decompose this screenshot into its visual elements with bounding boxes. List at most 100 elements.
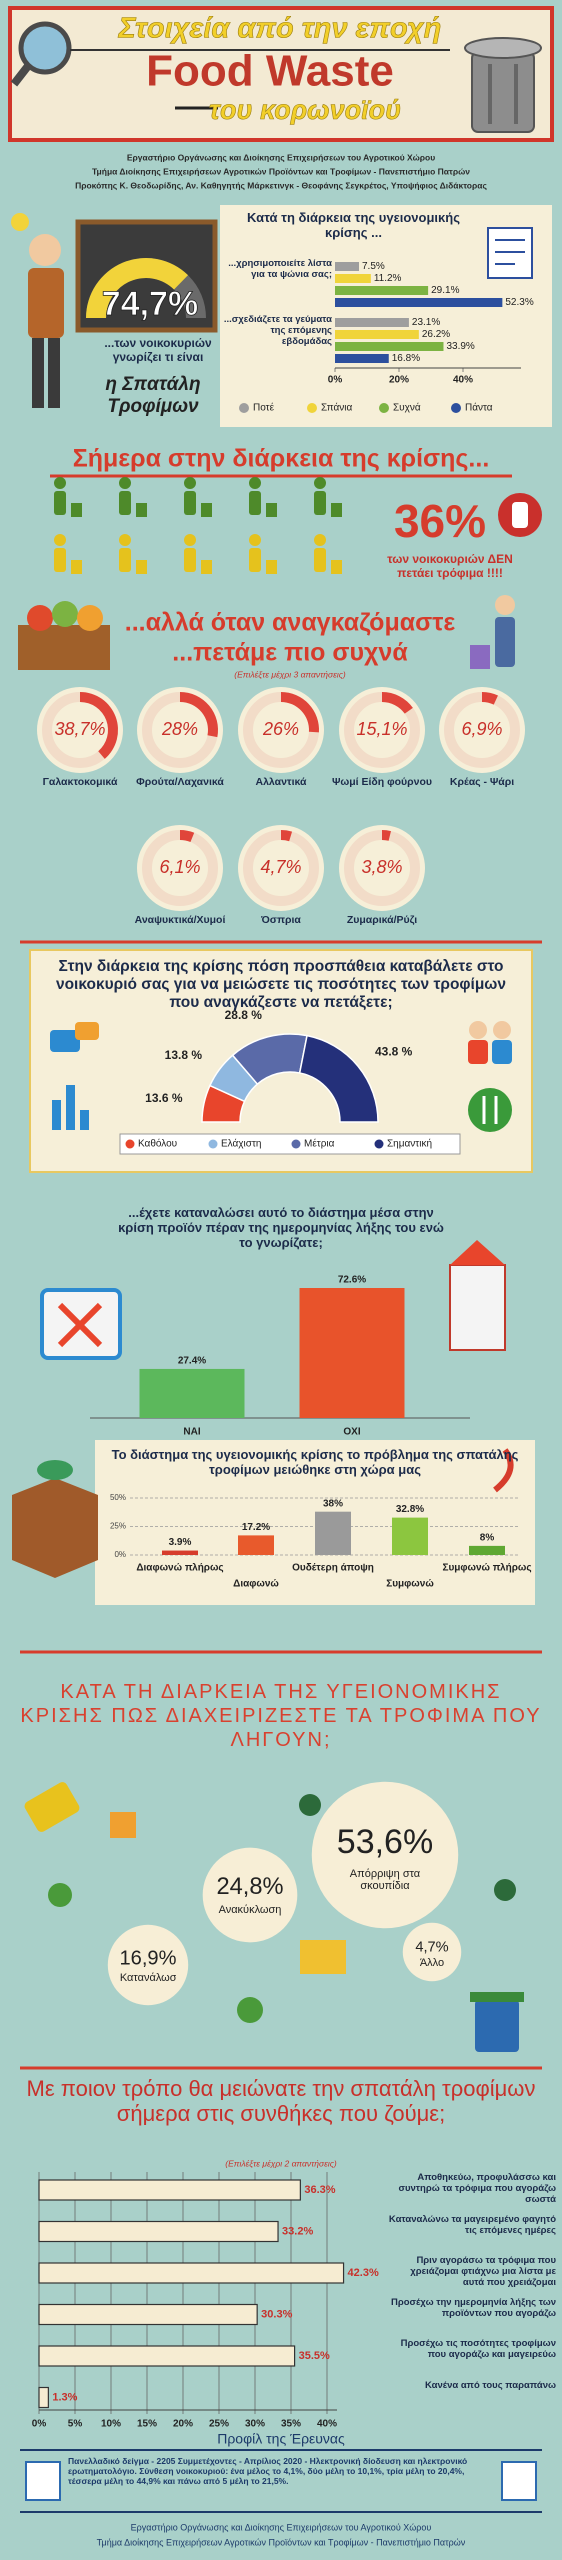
bar xyxy=(38,2345,296,2367)
bar-value-label: 29.1% xyxy=(431,285,459,296)
recycle-icon xyxy=(48,1883,72,1907)
footer-doc-icon xyxy=(501,2461,537,2501)
chart-title: Με ποιον τρόπο θα μειώνατε την σπατάλη τ… xyxy=(26,2076,536,2127)
legend-swatch xyxy=(239,403,249,413)
legend-label: Μέτρια xyxy=(304,1138,335,1150)
donut-arc xyxy=(281,830,293,842)
section-heading: ...πετάμε πιο συχνά xyxy=(172,639,408,667)
x-tick-label: Διαφωνώ xyxy=(233,1579,279,1590)
bubble xyxy=(107,1924,189,2006)
section-heading: Σήμερα στην διάρκεια της κρίσης... xyxy=(73,445,490,473)
pictogram-bin xyxy=(266,560,277,574)
bar xyxy=(38,2179,301,2201)
recycle-icon xyxy=(299,1794,321,1816)
pictogram-head xyxy=(249,534,261,546)
x-tick-label: 40% xyxy=(317,2419,337,2430)
bar xyxy=(335,318,409,327)
teacher-body xyxy=(28,268,64,338)
donut-category-box: Ζυμαρικά/Ρύζι xyxy=(347,914,417,926)
donut-category: Αλλαντικά xyxy=(255,776,307,788)
chart-icon xyxy=(80,1110,89,1130)
stat-caption: των νοικοκυριών ΔΕΝ πετάει τρόφιμα !!!! xyxy=(387,552,513,580)
gauge-arc xyxy=(86,258,189,318)
bubble-value: 16,9% xyxy=(120,1947,177,1969)
category-label: Καταναλώνω τα μαγειρεμένο φαγητό τις επό… xyxy=(388,2213,556,2236)
bar xyxy=(38,2303,258,2326)
bar xyxy=(335,298,503,307)
semidonut-label: 28.8 % xyxy=(225,1008,263,1022)
pictogram-head xyxy=(119,477,131,489)
chart-title-box: Το διάστημα της υγειονομικής κρίσης το π… xyxy=(111,1447,519,1477)
pictogram-body xyxy=(119,491,131,515)
bar-value-label: 36.3% xyxy=(304,2184,335,2196)
family-icon xyxy=(469,1021,487,1039)
chart-title: Κατά τη διάρκεια της υγειονομικής κρίσης… xyxy=(247,210,460,240)
credit-line: Τμήμα Διοίκησης Επιχειρήσεων Αγροτικών Π… xyxy=(92,166,470,176)
footer-line: Τμήμα Διοίκησης Επιχειρήσεων Αγροτικών Π… xyxy=(97,2537,466,2547)
bar-value-label: 52.3% xyxy=(505,297,533,308)
gauge-caption: ...των νοικοκυριών γνωρίζει τι είναι xyxy=(104,336,212,364)
y-tick-label: 50% xyxy=(110,1493,126,1502)
legend-swatch xyxy=(374,1139,384,1149)
legend-swatch xyxy=(451,403,461,413)
crate-produce xyxy=(27,605,53,631)
chart-title: Το διάστημα της υγειονομικής κρίσης το π… xyxy=(111,1447,519,1477)
teacher-head xyxy=(29,234,61,266)
legend-label: Ελάχιστη xyxy=(221,1138,261,1150)
category-label-box: Αποθηκεύω, προφυλάσσω και συντηρώ τα τρό… xyxy=(399,2172,557,2205)
bubble-category-box: Ανακύκλωση xyxy=(219,1904,282,1916)
bar-value-label: 33.9% xyxy=(446,341,474,352)
category-label-box: ...σχεδιάζετε τα γεύματα της επόμενης εβ… xyxy=(224,314,332,347)
category-label-box: ...χρησιμοποιείτε λίστα για τα ψώνια σας… xyxy=(228,258,332,280)
bubble-category: Απόρριψη στα σκουπίδια xyxy=(349,1868,421,1893)
donut-value: 4,7% xyxy=(260,857,301,877)
donut-arc xyxy=(382,692,413,714)
category-label-box: Κανένα από τους παραπάνω xyxy=(425,2380,556,2391)
pictogram-bin xyxy=(201,503,212,517)
bar-value-label: 23.1% xyxy=(412,317,440,328)
donut-category-box: Όσπρια xyxy=(261,914,301,926)
chart-title: Στην διάρκεια της κρίσης πόση προσπάθεια… xyxy=(55,958,507,1011)
pictogram-bin xyxy=(331,503,342,517)
bar-value-label: 27.4% xyxy=(178,1356,206,1367)
header-title-main: Food Waste xyxy=(146,47,394,96)
donut-category-box: Ψωμί Είδη φούρνου xyxy=(332,776,432,788)
shop-icon xyxy=(110,1812,136,1838)
donut-category: Ψωμί Είδη φούρνου xyxy=(332,776,432,788)
x-tick-label: 25% xyxy=(209,2419,229,2430)
legend-swatch xyxy=(379,403,389,413)
pictogram-bin xyxy=(331,560,342,574)
legend-box xyxy=(119,1133,461,1155)
pictogram-bin xyxy=(266,503,277,517)
pictogram-body xyxy=(314,548,326,572)
y-tick-label: 25% xyxy=(110,1522,126,1531)
x-tick-label: 0% xyxy=(32,2419,47,2430)
category-label: Προσέχω τις ποσότητες τροφίμων που αγορά… xyxy=(400,2338,556,2360)
header-title-bottom: του κορωνοϊού xyxy=(209,95,401,125)
cart-icon xyxy=(300,1940,346,1974)
category-label-box: Καταναλώνω τα μαγειρεμένο φαγητό τις επό… xyxy=(388,2213,556,2236)
pictogram-head xyxy=(54,477,66,489)
bar-value-label: 11.2% xyxy=(374,273,402,284)
legend-swatch xyxy=(208,1139,218,1149)
pictogram-bin xyxy=(136,503,147,517)
donut-category: Όσπρια xyxy=(261,914,301,926)
teacher-leg xyxy=(32,338,44,408)
recycle-icon xyxy=(237,1997,263,2023)
semidonut-segment xyxy=(298,1034,379,1123)
bubble-category: Άλλο xyxy=(419,1957,445,1970)
pictogram-body xyxy=(54,491,66,515)
bar-value-label: 42.3% xyxy=(348,2267,379,2279)
bar xyxy=(38,2220,279,2243)
chart-title-box: Στην διάρκεια της κρίσης πόση προσπάθεια… xyxy=(55,958,507,1011)
pictogram-head xyxy=(249,477,261,489)
footer-text: Πανελλαδικό δείγμα - 2205 Συμμετέχοντες … xyxy=(68,2456,468,2486)
bubble-category: Κατανάλωση xyxy=(119,1972,177,1985)
family-icon xyxy=(468,1040,488,1064)
chart-title-box: Κατά τη διάρκεια της υγειονομικής κρίσης… xyxy=(247,210,460,240)
chat-icon xyxy=(75,1022,99,1040)
pictogram-bin xyxy=(136,560,147,574)
bubble xyxy=(402,1922,462,1982)
bubble-value: 53,6% xyxy=(337,1823,433,1861)
x-tick-label: 40% xyxy=(453,375,473,386)
